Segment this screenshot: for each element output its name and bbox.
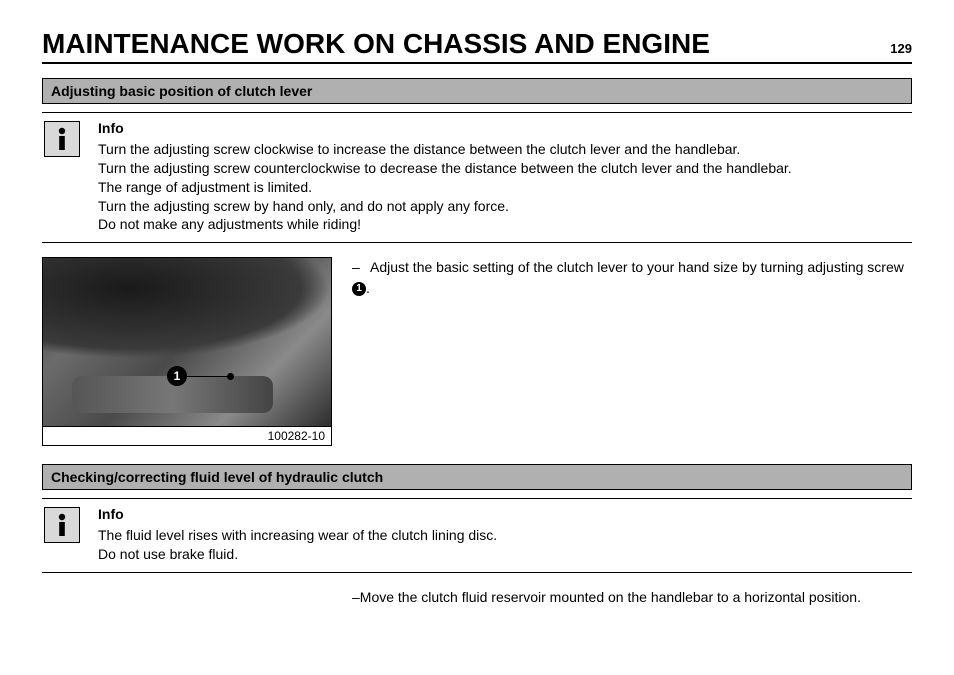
info-text: Info The fluid level rises with increasi… xyxy=(98,505,912,564)
info-icon xyxy=(44,121,80,157)
info-line: Turn the adjusting screw clockwise to in… xyxy=(98,140,912,159)
page-number: 129 xyxy=(890,41,912,60)
info-text: Info Turn the adjusting screw clockwise … xyxy=(98,119,912,234)
info-line: Turn the adjusting screw by hand only, a… xyxy=(98,197,912,216)
figure-instruction-row: 1 100282-10 –Adjust the basic setting of… xyxy=(42,257,912,446)
info-line: Do not make any adjustments while riding… xyxy=(98,215,912,234)
dash-bullet: – xyxy=(352,257,370,277)
dash-bullet: – xyxy=(352,589,360,605)
manual-page: MAINTENANCE WORK ON CHASSIS AND ENGINE 1… xyxy=(0,0,954,627)
info-block-clutch-lever: Info Turn the adjusting screw clockwise … xyxy=(42,112,912,243)
page-title: MAINTENANCE WORK ON CHASSIS AND ENGINE xyxy=(42,28,710,60)
callout-line xyxy=(187,376,233,377)
callout-ref-icon: 1 xyxy=(352,282,366,296)
instruction-post: . xyxy=(366,280,370,296)
figure-caption: 100282-10 xyxy=(43,426,331,445)
info-line: The fluid level rises with increasing we… xyxy=(98,526,912,545)
callout-marker: 1 xyxy=(167,366,187,386)
instruction-text: –Adjust the basic setting of the clutch … xyxy=(352,257,912,446)
figure-image: 1 xyxy=(43,258,331,426)
info-block-hydraulic-clutch: Info The fluid level rises with increasi… xyxy=(42,498,912,573)
info-label: Info xyxy=(98,119,912,138)
figure-clutch-lever: 1 100282-10 xyxy=(42,257,332,446)
instruction-pre: Adjust the basic setting of the clutch l… xyxy=(370,259,904,275)
info-line: Turn the adjusting screw counterclockwis… xyxy=(98,159,912,178)
info-line: The range of adjustment is limited. xyxy=(98,178,912,197)
section-heading-hydraulic-clutch: Checking/correcting fluid level of hydra… xyxy=(42,464,912,490)
instruction-text: –Move the clutch fluid reservoir mounted… xyxy=(352,587,912,607)
info-icon xyxy=(44,507,80,543)
title-row: MAINTENANCE WORK ON CHASSIS AND ENGINE 1… xyxy=(42,28,912,64)
info-label: Info xyxy=(98,505,912,524)
section-heading-clutch-lever: Adjusting basic position of clutch lever xyxy=(42,78,912,104)
instruction-body: Move the clutch fluid reservoir mounted … xyxy=(360,589,861,605)
info-line: Do not use brake fluid. xyxy=(98,545,912,564)
